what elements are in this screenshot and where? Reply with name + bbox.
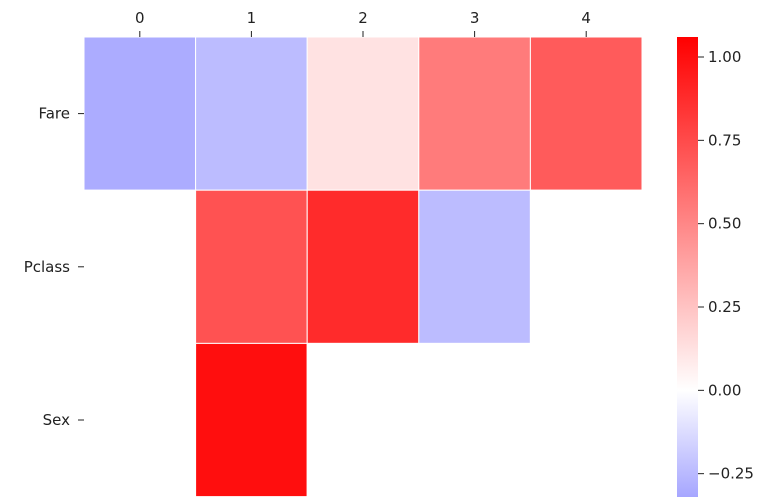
colorbar-tick-label: 0.50 [708, 215, 741, 233]
colorbar: −0.25 0.00 0.25 0.50 0.75 1.00 [677, 37, 754, 497]
x-tick-label: 2 [358, 9, 368, 27]
colorbar-tick-label: −0.25 [708, 465, 754, 483]
y-axis: Fare Pclass Sex [24, 105, 84, 429]
colorbar-tick-label: 0.00 [708, 381, 741, 399]
colorbar-ticks: −0.25 0.00 0.25 0.50 0.75 1.00 [698, 48, 754, 483]
x-tick-label: 0 [135, 9, 145, 27]
heatmap-cell [195, 342, 308, 498]
heatmap-cell [195, 189, 308, 344]
heatmap-cell [195, 36, 308, 191]
colorbar-tick-label: 0.75 [708, 131, 741, 149]
heatmap-cell [418, 342, 531, 498]
y-tick-label: Sex [43, 411, 70, 429]
x-tick-label: 3 [470, 9, 480, 27]
plot-area [83, 36, 643, 498]
y-tick-label: Fare [38, 105, 70, 123]
x-axis: 0 1 2 3 4 [135, 9, 591, 37]
heatmap-cell [306, 342, 420, 498]
y-tick-label: Pclass [24, 258, 70, 276]
heatmap-cell [529, 342, 643, 498]
heatmap-cell [306, 36, 420, 191]
heatmap-cell [529, 189, 643, 344]
heatmap-cell [418, 36, 531, 191]
x-tick-label: 4 [581, 9, 591, 27]
colorbar-tick-label: 0.25 [708, 298, 741, 316]
x-tick-label: 1 [247, 9, 257, 27]
colorbar-tick-label: 1.00 [708, 48, 741, 66]
heatmap-cell [83, 342, 197, 498]
colorbar-gradient [677, 37, 698, 497]
heatmap-cell [306, 189, 420, 344]
heatmap-cell [83, 36, 197, 191]
heatmap-cell [418, 189, 531, 344]
heatmap-cell [529, 36, 643, 191]
heatmap-cell [83, 189, 197, 344]
